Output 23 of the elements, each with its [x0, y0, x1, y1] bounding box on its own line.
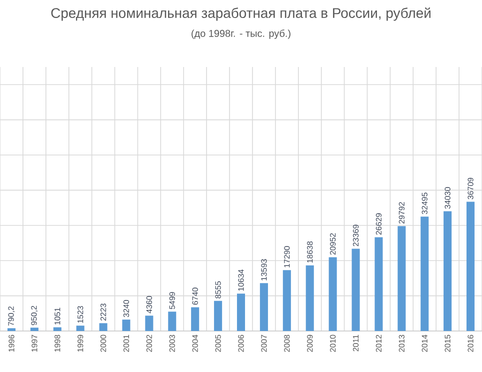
bar [420, 216, 429, 331]
bar [328, 257, 337, 331]
bar [306, 265, 314, 331]
bar [444, 211, 452, 331]
bar [145, 316, 154, 331]
bar [282, 270, 291, 331]
bar [398, 226, 406, 331]
bar [76, 326, 84, 331]
bar [214, 300, 222, 331]
bar [260, 283, 268, 331]
bar [466, 202, 475, 331]
bar [122, 320, 130, 331]
bar [30, 328, 38, 331]
bar [7, 328, 16, 331]
bar [236, 294, 246, 331]
bar [374, 237, 383, 331]
bar [168, 312, 176, 331]
chart-title: Средняя номинальная заработная плата в России, рублей [51, 8, 430, 21]
bar [53, 327, 62, 331]
chart-subtitle: (до 1998г. - тыс. руб.) [192, 30, 290, 39]
bar [352, 248, 360, 331]
bar [191, 307, 200, 331]
bar [99, 323, 108, 331]
